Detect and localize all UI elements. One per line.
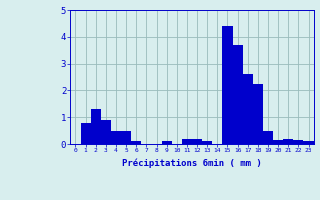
Bar: [273, 140, 283, 144]
Bar: [263, 131, 273, 144]
Bar: [222, 26, 233, 144]
Bar: [202, 141, 212, 144]
Bar: [182, 139, 192, 144]
X-axis label: Précipitations 6min ( mm ): Précipitations 6min ( mm ): [122, 159, 262, 168]
Bar: [283, 139, 293, 144]
Bar: [131, 141, 141, 144]
Bar: [233, 45, 243, 144]
Bar: [162, 141, 172, 144]
Bar: [303, 141, 314, 144]
Bar: [293, 140, 303, 144]
Bar: [101, 120, 111, 144]
Bar: [121, 131, 131, 144]
Bar: [81, 123, 91, 144]
Bar: [253, 84, 263, 144]
Bar: [192, 139, 202, 144]
Bar: [111, 131, 121, 144]
Bar: [91, 109, 101, 144]
Bar: [243, 74, 253, 144]
